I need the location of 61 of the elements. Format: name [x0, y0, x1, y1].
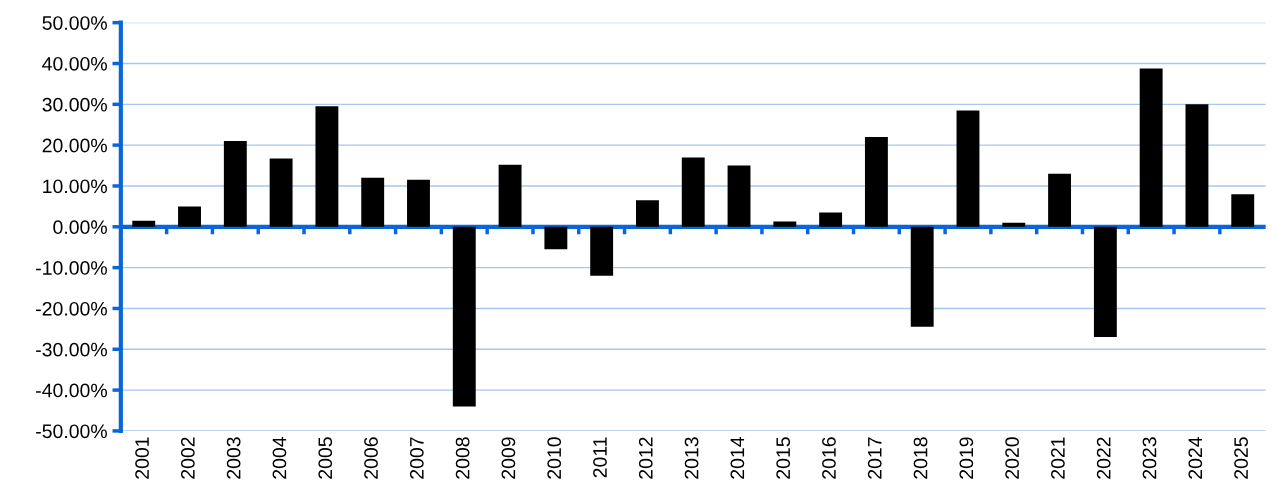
y-tick-label: 50.00% [42, 16, 107, 30]
x-tick-label: 2021 [1051, 437, 1065, 479]
x-tick-label: 2010 [547, 437, 562, 479]
bar [636, 200, 659, 227]
bar [1002, 222, 1026, 227]
bar [727, 165, 751, 227]
bar [1231, 194, 1255, 227]
bar [407, 179, 430, 227]
x-tick-label: 2012 [638, 437, 653, 479]
x-tick-label: 2015 [776, 437, 791, 479]
x-tick-label: 2025 [1234, 437, 1248, 479]
bar [681, 157, 705, 227]
bar [498, 164, 522, 227]
x-tick-label: 2002 [180, 437, 195, 479]
x-tick-label: 2011 [593, 437, 607, 478]
bar [223, 141, 247, 227]
y-tick-label: -20.00% [36, 301, 107, 316]
bar [361, 177, 385, 227]
y-tick-label: 0.00% [53, 220, 107, 235]
bar [1093, 226, 1117, 338]
bar [1139, 68, 1163, 227]
x-tick-label: 2016 [822, 437, 836, 479]
y-tick-label: 20.00% [42, 138, 107, 153]
bar [773, 221, 797, 227]
y-tick-label: 30.00% [42, 97, 107, 112]
x-tick-label: 2004 [272, 437, 287, 479]
x-tick-label: 2013 [684, 437, 699, 479]
x-tick-label: 2024 [1188, 437, 1203, 479]
bar [590, 226, 614, 276]
y-tick-label: 10.00% [43, 179, 107, 194]
x-tick-label: 2022 [1096, 437, 1111, 479]
y-tick-label: -30.00% [36, 342, 107, 357]
y-tick-label: -40.00% [36, 383, 107, 398]
x-tick-label: 2019 [959, 437, 974, 479]
x-tick-label: 2017 [867, 437, 882, 479]
x-tick-label: 2020 [1005, 437, 1019, 479]
bar [132, 220, 156, 227]
bar [544, 226, 568, 250]
x-tick-label: 2007 [409, 437, 424, 479]
bar [956, 110, 980, 227]
bar [178, 206, 201, 227]
bar [452, 226, 476, 407]
bar [315, 106, 339, 227]
x-tick-label: 2018 [913, 437, 928, 479]
y-tick-label: 40.00% [42, 56, 107, 71]
x-tick-label: 2008 [455, 437, 470, 479]
x-tick-label: 2023 [1142, 437, 1157, 479]
x-tick-label: 2003 [226, 437, 241, 479]
bar [864, 136, 888, 227]
x-tick-label: 2001 [135, 437, 149, 479]
y-tick-label: -50.00% [36, 424, 107, 439]
bar [1048, 173, 1072, 227]
y-tick-label: -10.00% [36, 261, 107, 275]
bar [1185, 104, 1209, 227]
x-tick-label: 2009 [501, 437, 516, 479]
bar [910, 226, 934, 327]
x-tick-label: 2005 [318, 437, 333, 479]
x-tick-label: 2006 [364, 437, 378, 479]
x-tick-label: 2014 [730, 437, 745, 479]
bar [819, 212, 843, 227]
bar [269, 158, 293, 227]
